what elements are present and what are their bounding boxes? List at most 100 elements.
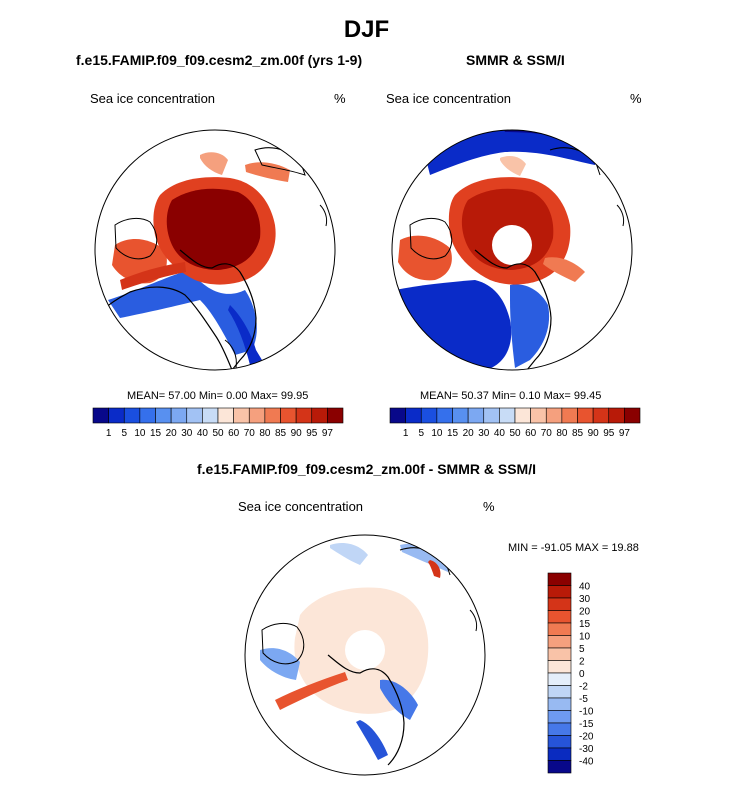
right-max-value: 99.45: [573, 390, 602, 402]
left-panel-title: f.e15.FAMIP.f09_f09.cesm2_zm.00f (yrs 1-…: [76, 52, 363, 68]
diff-colorbar-swatch: [547, 685, 572, 699]
diff-colorbar-swatch: [547, 572, 572, 586]
left-colorbar: 1 5 10 15 20 30 40 50 60 70 80 85 90 95 97: [92, 407, 344, 439]
diff-colorbar-tick-label: 40: [579, 582, 591, 593]
left-map: [95, 130, 335, 370]
diff-colorbar-tick-label: 30: [579, 594, 591, 605]
right-colorbar-tick-label: 50: [509, 428, 521, 439]
left-ice-atlantic-blue: [108, 270, 257, 355]
right-units-label: %: [630, 91, 642, 106]
left-colorbar-tick-label: 5: [121, 428, 127, 439]
diff-map-border: [244, 534, 486, 776]
right-colorbar-swatch: [420, 407, 438, 424]
diff-colorbar-tick-label: 5: [579, 644, 585, 655]
right-colorbar-swatch: [405, 407, 422, 424]
left-colorbar-swatch: [233, 407, 250, 424]
left-units-label: %: [334, 91, 346, 106]
right-colorbar-tick-label: 10: [431, 428, 443, 439]
left-land-hudson: [114, 217, 158, 260]
right-colorbar-tick-label: 90: [588, 428, 600, 439]
right-colorbar-tick-label: 15: [447, 428, 459, 439]
left-colorbar-swatch: [92, 407, 109, 424]
diff-colorbar-swatch: [547, 585, 572, 599]
left-land-alaska: [254, 147, 306, 176]
diff-colorbar-tick-label: -10: [579, 707, 594, 718]
right-map-border: [391, 129, 633, 371]
left-colorbar-tick-label: 1: [106, 428, 112, 439]
left-colorbar-swatch: [108, 407, 125, 424]
right-colorbar-tick-label: 60: [525, 428, 537, 439]
right-colorbar-tick-label: 40: [494, 428, 506, 439]
left-colorbar-tick-label: 90: [291, 428, 303, 439]
right-mean-label: MEAN=: [420, 390, 459, 402]
right-colorbar-tick-label: 80: [556, 428, 568, 439]
diff-colorbar-tick-label: 0: [579, 669, 585, 680]
right-ice-bottom-blue: [395, 280, 512, 370]
right-colorbar-tick-label: 95: [603, 428, 615, 439]
diff-stats: MIN = -91.05 MAX = 19.88: [508, 542, 639, 554]
diff-red-labrador: [275, 672, 348, 710]
right-panel-title: SMMR & SSM/I: [466, 52, 565, 68]
right-colorbar-swatch: [592, 407, 610, 424]
diff-colorbar-swatch: [547, 697, 572, 711]
right-pole-hole: [492, 225, 532, 265]
diff-colorbar-swatch: [547, 610, 572, 624]
left-colorbar-swatch: [217, 407, 234, 424]
right-mean-value: 50.37: [461, 390, 489, 402]
right-colorbar-swatch: [389, 407, 406, 424]
left-colorbar-tick-label: 95: [306, 428, 318, 439]
left-ice-arctic-core: [166, 188, 261, 270]
left-max-label: Max=: [250, 390, 278, 402]
left-colorbar-tick-label: 50: [212, 428, 224, 439]
right-colorbar-tick-label: 97: [619, 428, 631, 439]
left-colorbar-swatch: [202, 407, 219, 424]
left-colorbar-tick-label: 15: [150, 428, 162, 439]
diff-colorbar-swatch: [547, 722, 572, 736]
right-colorbar-tick-label: 1: [403, 428, 409, 439]
right-colorbar-swatch: [467, 407, 485, 424]
diff-pole-hole: [345, 630, 385, 670]
right-colorbar-swatch: [577, 407, 594, 424]
diff-panel-title: f.e15.FAMIP.f09_f09.cesm2_zm.00f - SMMR …: [197, 461, 536, 477]
left-colorbar-swatch: [248, 407, 266, 424]
left-colorbar-swatch: [327, 407, 344, 424]
diff-colorbar-tick-label: 20: [579, 607, 591, 618]
right-colorbar-swatch: [530, 407, 547, 424]
right-land-islands: [616, 204, 625, 227]
diff-colorbar-tick-label: -2: [579, 682, 588, 693]
right-colorbar-tick-label: 70: [541, 428, 553, 439]
diff-land-europe: [327, 654, 405, 766]
diff-colorbar-tick-label: -5: [579, 694, 588, 705]
left-land-islands: [319, 204, 328, 227]
left-min-value: 0.00: [226, 390, 248, 402]
right-land-hudson: [409, 217, 453, 260]
diff-map: [245, 535, 485, 775]
diff-colorbar-tick-label: -40: [579, 757, 594, 768]
left-variable-label: Sea ice concentration: [90, 91, 216, 106]
right-colorbar-tick-label: 30: [478, 428, 490, 439]
left-colorbar-swatch: [155, 407, 172, 424]
right-colorbar-swatch: [545, 407, 563, 424]
left-colorbar-tick-label: 30: [181, 428, 193, 439]
left-colorbar-tick-label: 85: [275, 428, 287, 439]
left-colorbar-swatch: [170, 407, 188, 424]
left-stats: MEAN= 57.00 Min= 0.00 Max= 99.95: [127, 390, 308, 402]
diff-colorbar-swatch: [547, 710, 572, 724]
diff-colorbar-tick-label: -30: [579, 744, 594, 755]
right-min-value: 0.10: [519, 390, 541, 402]
left-ice-okhotsk: [245, 162, 290, 182]
diff-variable-label: Sea ice concentration: [238, 499, 364, 514]
right-colorbar-swatch: [608, 407, 625, 424]
left-max-value: 99.95: [280, 390, 309, 402]
diff-colorbar-swatch: [547, 747, 572, 761]
left-colorbar-swatch: [264, 407, 281, 424]
diff-blue-scandinavia: [356, 720, 388, 760]
left-ice-labrador: [120, 262, 186, 290]
right-ice-hudson: [398, 235, 452, 281]
right-min-label: Min=: [491, 390, 517, 402]
right-colorbar-swatch: [452, 407, 469, 424]
left-ice-bering: [200, 152, 228, 175]
right-colorbar-tick-label: 85: [572, 428, 584, 439]
left-mean-label: MEAN=: [127, 390, 166, 402]
